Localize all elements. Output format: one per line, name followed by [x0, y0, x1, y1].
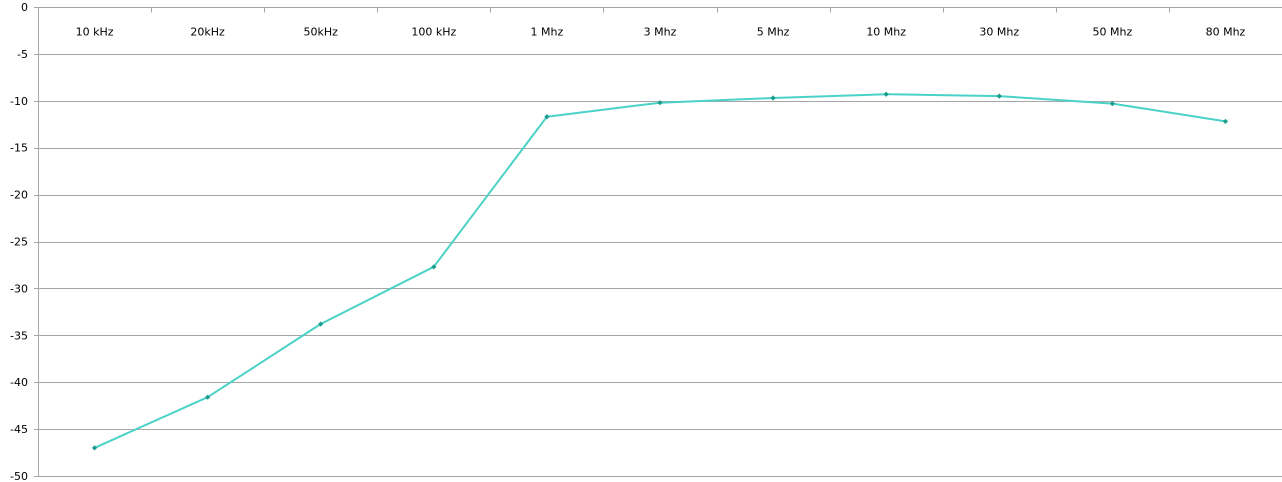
y-tick-label: -15 — [10, 142, 28, 155]
data-point-marker — [883, 91, 889, 97]
data-point-marker — [544, 114, 550, 120]
data-point-marker — [318, 321, 324, 327]
x-tick-label: 1 Mhz — [531, 26, 564, 39]
x-tick-label: 50kHz — [304, 26, 339, 39]
y-tick-label: -40 — [10, 376, 28, 389]
x-tick-label: 5 Mhz — [757, 26, 790, 39]
y-tick-label: -45 — [10, 423, 28, 436]
y-tick-label: -10 — [10, 95, 28, 108]
y-tick-label: 0 — [21, 1, 28, 14]
gridlines — [38, 54, 1282, 477]
x-tick-label: 80 Mhz — [1206, 26, 1246, 39]
data-point-marker — [91, 445, 98, 451]
y-tick-label: -20 — [10, 189, 28, 202]
y-tick-label: -35 — [10, 329, 28, 342]
x-axis-tick-labels: 10 kHz 20kHz 50kHz 100 kHz 1 Mhz 3 Mhz 5 Mhz 10… — [76, 26, 1246, 39]
y-tick-label: -25 — [10, 236, 28, 249]
axes — [34, 7, 1282, 477]
y-tick-label: -30 — [10, 282, 28, 295]
y-tick-label: -50 — [10, 470, 28, 482]
data-point-marker — [657, 100, 663, 106]
data-point-marker — [1109, 101, 1115, 107]
data-point-marker — [431, 264, 437, 270]
data-point-marker — [996, 93, 1002, 99]
x-tick-label: 50 Mhz — [1092, 26, 1132, 39]
x-tick-label: 10 Mhz — [866, 26, 906, 39]
data-series — [91, 91, 1229, 451]
y-tick-label: -5 — [17, 48, 28, 61]
x-tick-label: 20kHz — [190, 26, 225, 39]
series-line — [93, 93, 1227, 449]
data-point-marker — [770, 95, 776, 101]
y-axis-tick-labels: 0 -5 -10 -15 -20 -25 -30 -35 -40 -45 -50 — [10, 1, 28, 482]
x-tick-label: 100 kHz — [411, 26, 456, 39]
x-tick-label: 10 kHz — [76, 26, 114, 39]
x-tick-label: 30 Mhz — [979, 26, 1019, 39]
data-point-marker — [1222, 118, 1229, 125]
x-tick-label: 3 Mhz — [644, 26, 677, 39]
data-point-marker — [205, 394, 211, 400]
